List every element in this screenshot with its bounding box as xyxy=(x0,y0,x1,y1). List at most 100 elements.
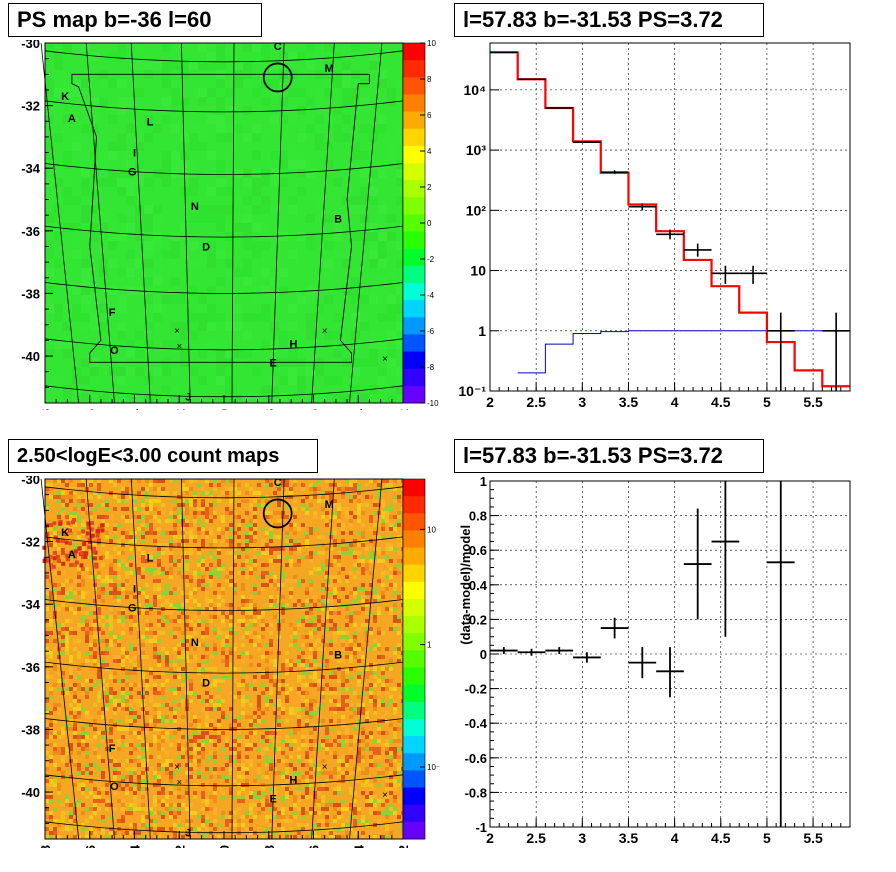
map-pixel xyxy=(193,743,197,747)
map-pixel xyxy=(373,531,377,535)
map-pixel xyxy=(301,707,305,711)
map-pixel xyxy=(377,483,381,487)
map-pixel xyxy=(257,747,261,751)
map-pixel xyxy=(149,531,153,535)
map-pixel xyxy=(270,124,279,133)
map-pixel xyxy=(281,799,285,803)
map-pixel xyxy=(245,783,249,787)
map-pixel xyxy=(157,559,161,563)
map-pixel xyxy=(141,535,145,539)
map-pixel xyxy=(83,551,88,556)
map-pixel xyxy=(321,603,325,607)
map-pixel xyxy=(213,755,217,759)
map-pixel xyxy=(353,799,357,803)
map-pixel xyxy=(49,655,53,659)
map-pixel xyxy=(397,515,401,519)
map-pixel xyxy=(385,711,389,715)
map-pixel xyxy=(129,703,133,707)
map-pixel xyxy=(313,739,317,743)
map-pixel xyxy=(141,783,145,787)
map-pixel xyxy=(285,791,289,795)
map-pixel xyxy=(89,483,93,487)
map-pixel xyxy=(137,591,141,595)
map-pixel xyxy=(317,635,321,639)
map-pixel xyxy=(342,61,351,70)
map-pixel xyxy=(365,623,369,627)
map-pixel xyxy=(387,97,396,106)
map-pixel xyxy=(329,803,333,807)
source-marker: × xyxy=(322,762,328,773)
map-pixel xyxy=(117,727,121,731)
source-label-j: J xyxy=(185,392,191,404)
map-pixel xyxy=(54,61,63,70)
map-pixel xyxy=(177,795,181,799)
map-pixel xyxy=(369,124,378,133)
map-pixel xyxy=(345,763,349,767)
colorbar-segment xyxy=(403,616,425,634)
map-pixel xyxy=(313,767,317,771)
map-pixel xyxy=(245,499,249,503)
map-pixel xyxy=(270,151,279,160)
map-pixel xyxy=(141,591,145,595)
map-pixel xyxy=(373,511,377,515)
map-pixel xyxy=(145,639,149,643)
map-pixel xyxy=(153,277,162,286)
map-pixel xyxy=(249,611,253,615)
map-pixel xyxy=(309,811,313,815)
map-pixel xyxy=(243,268,252,277)
map-pixel xyxy=(73,675,77,679)
map-pixel xyxy=(89,679,93,683)
map-pixel xyxy=(229,615,233,619)
map-pixel xyxy=(385,555,389,559)
map-pixel xyxy=(197,563,201,567)
map-pixel xyxy=(387,295,396,304)
map-pixel xyxy=(341,703,345,707)
map-pixel xyxy=(205,659,209,663)
map-pixel xyxy=(126,340,135,349)
map-pixel xyxy=(321,687,325,691)
map-pixel xyxy=(341,735,345,739)
coordinate-grid xyxy=(40,42,404,404)
map-pixel xyxy=(305,555,309,559)
map-pixel xyxy=(277,735,281,739)
map-pixel xyxy=(285,691,289,695)
map-pixel xyxy=(145,743,149,747)
map-pixel xyxy=(129,759,133,763)
map-pixel xyxy=(361,555,365,559)
map-pixel xyxy=(349,551,353,555)
map-pixel xyxy=(378,232,387,241)
map-pixel xyxy=(329,591,333,595)
map-pixel xyxy=(198,304,207,313)
map-pixel xyxy=(61,683,65,687)
map-pixel xyxy=(305,707,309,711)
map-pixel xyxy=(393,731,397,735)
map-pixel xyxy=(397,479,401,483)
source-label-f: F xyxy=(109,307,116,319)
map-pixel xyxy=(217,595,221,599)
map-pixel xyxy=(385,479,389,483)
map-pixel xyxy=(373,587,377,591)
map-pixel xyxy=(229,527,233,531)
map-pixel xyxy=(277,691,281,695)
map-pixel xyxy=(365,783,369,787)
map-pixel xyxy=(193,495,197,499)
map-pixel xyxy=(225,539,229,543)
map-pixel xyxy=(393,515,397,519)
map-pixel xyxy=(193,747,197,751)
map-pixel xyxy=(109,675,113,679)
source-label-l: L xyxy=(147,552,154,564)
map-pixel xyxy=(137,515,141,519)
map-pixel xyxy=(305,655,309,659)
map-pixel xyxy=(101,631,105,635)
map-pixel xyxy=(306,322,315,331)
map-pixel xyxy=(265,531,269,535)
map-pixel xyxy=(57,563,61,567)
map-pixel xyxy=(373,639,377,643)
map-pixel xyxy=(397,631,401,635)
map-pixel xyxy=(289,579,293,583)
map-pixel xyxy=(117,575,121,579)
map-pixel xyxy=(81,619,85,623)
map-pixel xyxy=(93,811,97,815)
map-pixel xyxy=(85,531,90,536)
map-pixel xyxy=(309,607,313,611)
